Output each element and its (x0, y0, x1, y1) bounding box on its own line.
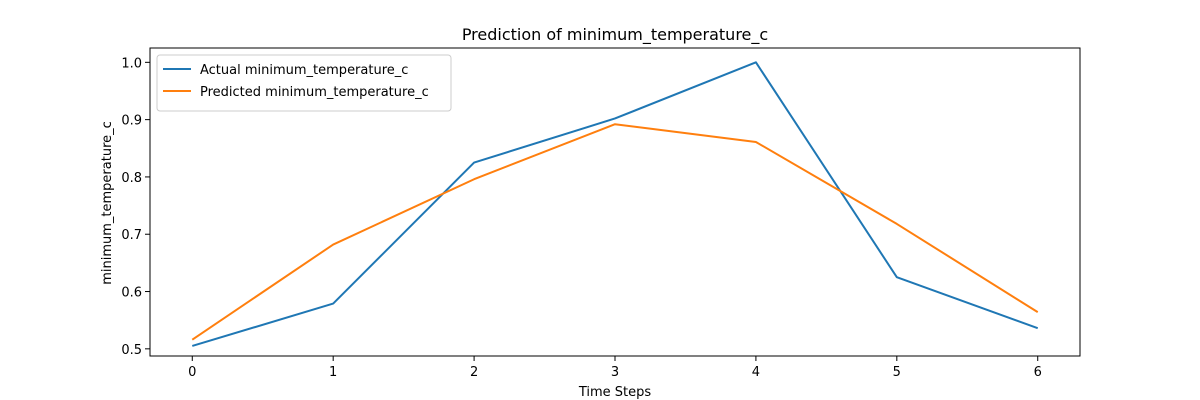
y-axis-label: minimum_temperature_c (100, 121, 115, 285)
legend-label-0: Actual minimum_temperature_c (200, 63, 408, 78)
y-tick-label: 0.8 (121, 171, 142, 186)
x-tick-label: 5 (893, 365, 901, 380)
y-tick-label: 0.7 (121, 228, 142, 243)
legend: Actual minimum_temperature_c Predicted mi… (156, 54, 452, 112)
x-tick-label: 0 (188, 365, 196, 380)
series-line-1 (191, 123, 1039, 341)
legend-label-1: Predicted minimum_temperature_c (200, 85, 429, 100)
x-tick-label: 1 (329, 365, 337, 380)
x-tick-label: 3 (611, 365, 619, 380)
y-tick-label: 0.5 (121, 343, 142, 358)
x-tick-label: 6 (1034, 365, 1042, 380)
y-tick-label: 0.9 (121, 114, 142, 129)
x-tick-label: 4 (752, 365, 760, 380)
legend-box (156, 54, 452, 112)
x-tick-label: 2 (470, 365, 478, 380)
y-tick-label: 1.0 (121, 56, 142, 71)
plot-area: 0 1 2 3 4 5 6 0.5 0.6 0.7 0.8 0.9 1.0 (121, 47, 1081, 380)
y-tick-label: 0.6 (121, 286, 142, 301)
chart-title: Prediction of minimum_temperature_c (462, 25, 768, 45)
series-line-0 (191, 61, 1039, 347)
x-axis-label: Time Steps (578, 385, 652, 400)
